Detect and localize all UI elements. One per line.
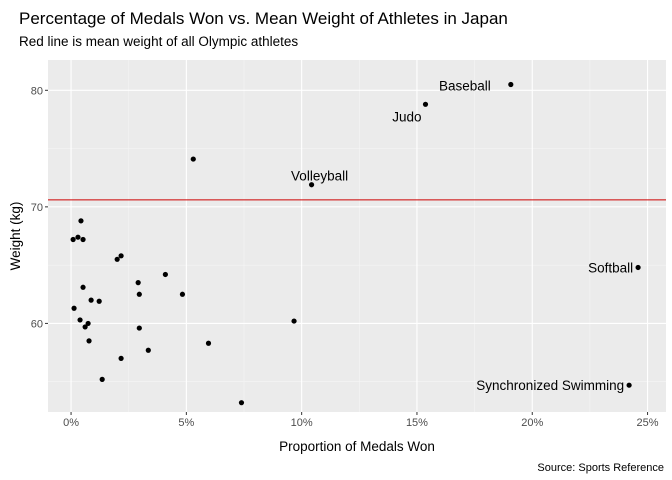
y-tick-label: 80 bbox=[31, 85, 43, 97]
x-tick-label: 10% bbox=[291, 417, 313, 429]
data-point bbox=[190, 156, 196, 162]
x-tick-label: 20% bbox=[521, 417, 543, 429]
chart-subtitle: Red line is mean weight of all Olympic a… bbox=[19, 34, 298, 49]
data-point bbox=[75, 234, 81, 240]
data-point bbox=[77, 317, 83, 323]
y-axis-ticks: 60 70 80 bbox=[31, 85, 48, 330]
source-caption: Source: Sports Reference bbox=[537, 462, 664, 474]
data-point bbox=[291, 318, 297, 324]
plot-panel bbox=[48, 60, 666, 412]
data-point bbox=[70, 236, 76, 243]
x-tick-label: 0% bbox=[63, 417, 79, 429]
data-point bbox=[80, 236, 86, 243]
data-point bbox=[96, 298, 102, 304]
data-point bbox=[136, 325, 142, 331]
point-label: Synchronized Swimming bbox=[476, 378, 624, 393]
point-label: Judo bbox=[392, 109, 421, 124]
point-annotations: Baseball Judo Volleyball Softball Synchroniz… bbox=[291, 78, 633, 393]
data-point bbox=[135, 280, 141, 286]
data-point bbox=[626, 382, 632, 388]
data-point bbox=[85, 320, 91, 327]
x-tick-label: 25% bbox=[637, 417, 659, 429]
major-gridlines bbox=[48, 60, 666, 412]
chart-title: Percentage of Medals Won vs. Mean Weight… bbox=[19, 9, 508, 28]
data-point bbox=[145, 347, 151, 353]
y-tick-label: 60 bbox=[31, 318, 43, 330]
data-point bbox=[238, 400, 245, 406]
data-point bbox=[80, 284, 86, 290]
minor-gridlines bbox=[48, 60, 666, 412]
data-point bbox=[136, 291, 142, 297]
x-axis-title: Proportion of Medals Won bbox=[279, 439, 435, 454]
data-point bbox=[118, 355, 124, 361]
data-point bbox=[308, 182, 315, 188]
x-axis-ticks: 0% 5% 10% 15% 20% 25% bbox=[63, 412, 659, 429]
x-tick-label: 5% bbox=[178, 417, 194, 429]
data-point bbox=[508, 81, 514, 88]
data-point bbox=[205, 340, 212, 346]
y-tick-label: 70 bbox=[31, 202, 43, 214]
point-label: Baseball bbox=[439, 78, 491, 93]
data-point bbox=[86, 338, 92, 344]
data-points bbox=[70, 81, 641, 406]
point-label: Volleyball bbox=[291, 169, 348, 184]
data-point bbox=[118, 253, 124, 259]
data-point bbox=[635, 264, 641, 271]
y-axis-title: Weight (kg) bbox=[8, 202, 23, 271]
data-point bbox=[422, 101, 429, 107]
point-label: Softball bbox=[588, 260, 633, 275]
data-point bbox=[99, 376, 105, 382]
data-point bbox=[88, 297, 94, 303]
data-point bbox=[71, 305, 77, 311]
data-point bbox=[82, 324, 88, 330]
data-point bbox=[179, 291, 186, 297]
data-point bbox=[114, 256, 120, 262]
data-point bbox=[78, 218, 84, 224]
data-point bbox=[162, 271, 168, 278]
x-tick-label: 15% bbox=[406, 417, 428, 429]
